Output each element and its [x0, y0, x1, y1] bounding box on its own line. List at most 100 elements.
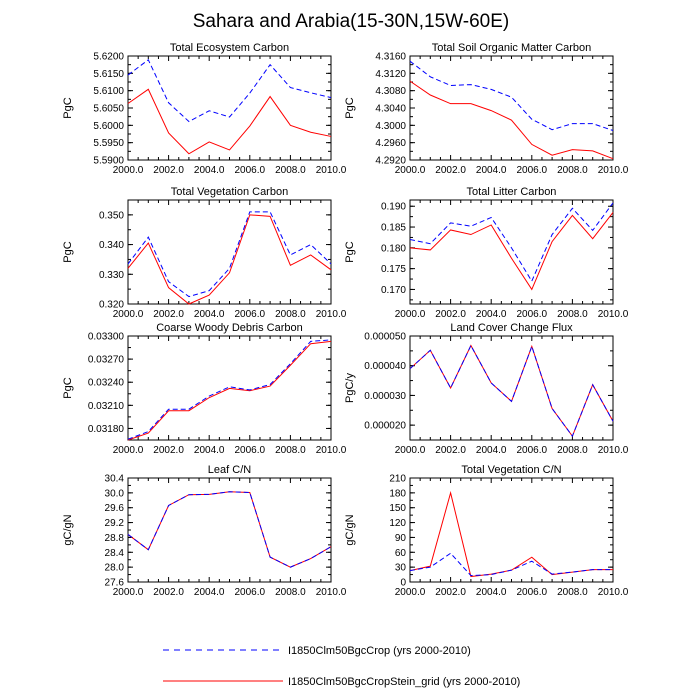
- y-tick-label: 5.6150: [93, 69, 124, 80]
- plot-frame: [127, 199, 332, 305]
- y-tick-label: 0.340: [99, 240, 124, 251]
- plot-frame: [127, 55, 332, 161]
- y-tick-label: 30: [395, 563, 407, 574]
- y-axis-label: PgC: [62, 377, 74, 398]
- y-tick-label: 28.4: [105, 548, 125, 559]
- y-tick-label: 0.170: [381, 285, 406, 296]
- x-tick-label: 2004.0: [194, 587, 225, 598]
- x-tick-label: 2002.0: [435, 309, 466, 320]
- y-axis-label: PgC/y: [344, 373, 356, 403]
- x-tick-label: 2002.0: [153, 309, 184, 320]
- y-tick-label: 150: [389, 503, 406, 514]
- x-tick-label: 2000.0: [395, 165, 426, 176]
- y-tick-label: 0.350: [99, 210, 124, 221]
- x-tick-label: 2002.0: [153, 445, 184, 456]
- x-tick-label: 2006.0: [517, 445, 548, 456]
- panel-title: Leaf C/N: [208, 464, 251, 476]
- series-line-crop: [127, 491, 332, 568]
- panel-total-soil-organic-matter-carbon: Total Soil Organic Matter Carbon 4.2920 4.…: [344, 42, 629, 176]
- y-axis-label: PgC: [344, 241, 356, 262]
- y-tick-label: 0.03300: [88, 332, 125, 343]
- y-tick-label: 0.03180: [88, 424, 125, 435]
- series-line-stein-grid: [127, 491, 332, 568]
- y-tick-label: 4.3000: [375, 121, 406, 132]
- series-line-stein-grid: [409, 344, 614, 438]
- x-tick-label: 2008.0: [557, 165, 588, 176]
- y-tick-label: 4.3040: [375, 104, 406, 115]
- x-tick-label: 2010.0: [316, 165, 347, 176]
- y-axis-label: gC/gN: [62, 514, 74, 545]
- x-tick-label: 2004.0: [194, 309, 225, 320]
- x-tick-label: 2000.0: [395, 445, 426, 456]
- panel-title: Land Cover Change Flux: [450, 322, 573, 334]
- y-tick-label: 28.0: [105, 563, 125, 574]
- y-tick-label: 180: [389, 488, 406, 499]
- y-tick-label: 4.3120: [375, 69, 406, 80]
- x-tick-label: 2000.0: [113, 165, 144, 176]
- y-tick-label: 30.0: [105, 488, 125, 499]
- x-tick-label: 2010.0: [316, 445, 347, 456]
- series-line-stein-grid: [127, 340, 332, 441]
- panel-coarse-woody-debris-carbon: Coarse Woody Debris Carbon 0.03180 0.03210…: [62, 322, 347, 456]
- x-tick-label: 2010.0: [316, 309, 347, 320]
- panel-title: Total Soil Organic Matter Carbon: [432, 42, 592, 54]
- y-tick-label: 5.6200: [93, 52, 124, 63]
- series-line-crop: [409, 552, 613, 577]
- series-line-crop: [127, 59, 332, 123]
- panel-title: Coarse Woody Debris Carbon: [156, 322, 303, 334]
- y-axis-label: PgC: [62, 97, 74, 118]
- x-tick-label: 2002.0: [435, 445, 466, 456]
- y-tick-label: 0.000040: [364, 361, 406, 372]
- x-tick-label: 2004.0: [194, 445, 225, 456]
- y-axis-label: PgC: [344, 97, 356, 118]
- plot-frame: [409, 199, 614, 305]
- plot-frame: [409, 55, 614, 161]
- y-tick-label: 0.180: [381, 243, 406, 254]
- panel-total-ecosystem-carbon: Total Ecosystem Carbon 5.5900 5.5950 5.6000…: [62, 42, 347, 176]
- panel-leaf-c-n: Leaf C/N 27.6 28.0 28.4 28.8 29.2 29.6 30.0 30.4…: [62, 464, 347, 598]
- x-tick-label: 2008.0: [275, 165, 306, 176]
- y-tick-label: 90: [395, 533, 407, 544]
- y-tick-label: 0.185: [381, 223, 406, 234]
- y-tick-label: 27.6: [105, 578, 125, 589]
- series-line-crop: [127, 339, 332, 440]
- series-line-stein-grid: [127, 214, 332, 305]
- series-line-stein-grid: [409, 490, 613, 578]
- x-tick-label: 2002.0: [153, 165, 184, 176]
- legend-label-crop: I1850Clm50BgcCrop (yrs 2000-2010): [288, 645, 471, 657]
- x-tick-label: 2008.0: [557, 587, 588, 598]
- panel-total-vegetation-carbon: Total Vegetation Carbon 0.320 0.330 0.340 0.…: [62, 186, 347, 320]
- y-tick-label: 0.175: [381, 264, 406, 275]
- series-line-stein-grid: [127, 88, 332, 155]
- x-tick-label: 2010.0: [598, 587, 629, 598]
- x-tick-label: 2006.0: [235, 587, 266, 598]
- x-tick-label: 2006.0: [235, 445, 266, 456]
- panel-grid: Total Ecosystem Carbon 5.5900 5.5950 5.6000…: [62, 42, 629, 598]
- series-line-crop: [127, 211, 332, 298]
- plot-frame: [127, 477, 332, 583]
- x-tick-label: 2000.0: [395, 309, 426, 320]
- y-axis-label: gC/gN: [344, 514, 356, 545]
- y-tick-label: 0.000030: [364, 391, 406, 402]
- x-tick-label: 2006.0: [517, 309, 548, 320]
- panel-title: Total Vegetation C/N: [461, 464, 561, 476]
- y-tick-label: 30.4: [105, 474, 125, 485]
- x-tick-label: 2008.0: [275, 587, 306, 598]
- y-tick-label: 210: [389, 474, 406, 485]
- y-tick-label: 5.5950: [93, 138, 124, 149]
- x-tick-label: 2010.0: [316, 587, 347, 598]
- y-tick-label: 5.6000: [93, 121, 124, 132]
- main-title: Sahara and Arabia(15-30N,15W-60E): [193, 11, 510, 32]
- y-tick-label: 4.3160: [375, 52, 406, 63]
- y-tick-label: 5.6100: [93, 86, 124, 97]
- series-line-stein-grid: [409, 80, 614, 160]
- y-tick-label: 29.2: [105, 518, 125, 529]
- y-tick-label: 120: [389, 518, 406, 529]
- y-tick-label: 5.6050: [93, 104, 124, 115]
- y-tick-label: 0.000050: [364, 332, 406, 343]
- y-tick-label: 0.190: [381, 202, 406, 213]
- y-axis-label: PgC: [62, 241, 74, 262]
- series-line-crop: [409, 60, 614, 132]
- x-tick-label: 2000.0: [113, 587, 144, 598]
